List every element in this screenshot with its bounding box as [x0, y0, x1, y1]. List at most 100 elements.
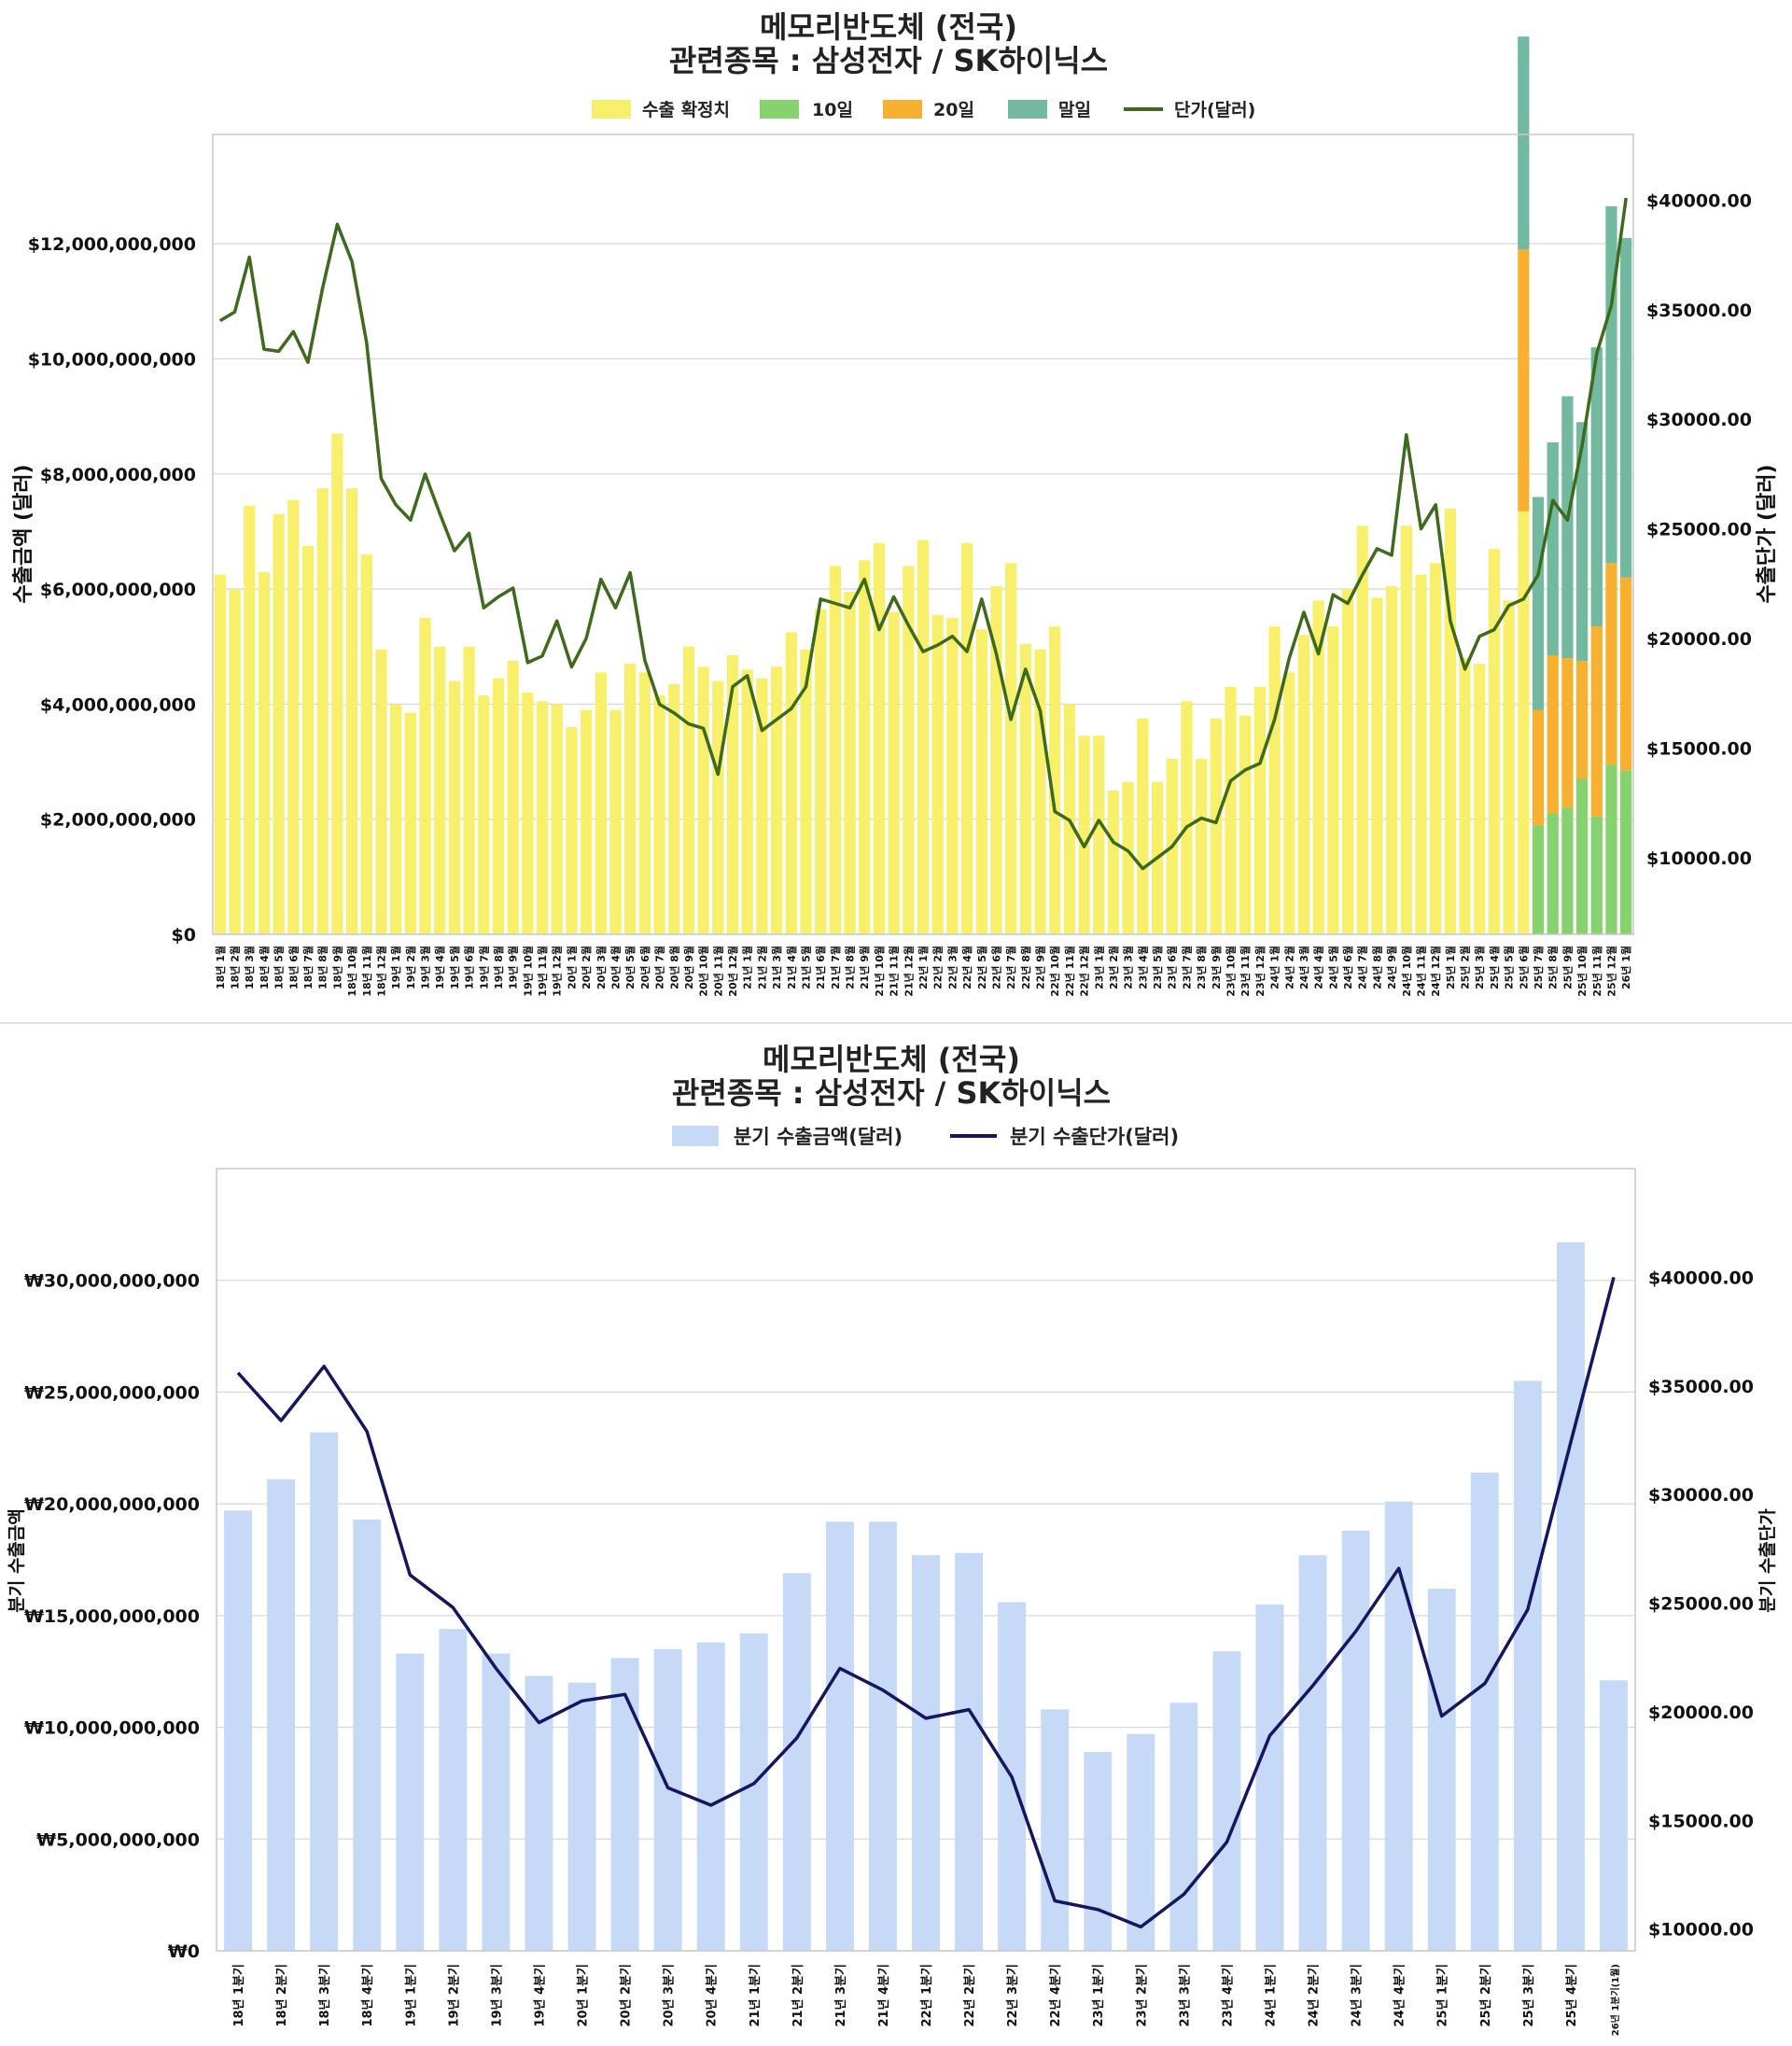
x-tick-label: 23년 8월 [1195, 946, 1208, 989]
chart1-title: 메모리반도체 (전국) [760, 9, 1017, 45]
bar-confirmed [609, 709, 622, 934]
x-tick-label: 25년 1분기 [1436, 1964, 1450, 2027]
x-tick-label: 23년 10월 [1225, 946, 1238, 997]
x-tick-label: 19년 7월 [477, 946, 490, 989]
x-tick-label: 20년 8월 [667, 946, 680, 989]
bar-confirmed [1518, 511, 1530, 934]
x-tick-label: 22년 3월 [945, 946, 959, 989]
x-tick-label: 21년 3분기 [834, 1964, 848, 2027]
legend-label-quarter-amount: 분기 수출금액(달러) [734, 1126, 903, 1148]
x-tick-label: 25년 11월 [1590, 946, 1603, 997]
bar-confirmed [434, 646, 446, 934]
x-tick-label: 23년 4월 [1136, 946, 1149, 989]
x-tick-label: 25년 8월 [1547, 946, 1560, 989]
bar-20day [1561, 658, 1574, 808]
bar-10day [1547, 813, 1559, 934]
x-tick-label: 21년 1분기 [749, 1964, 763, 2027]
bar-confirmed [244, 505, 256, 934]
x-tick-label: 19년 1월 [389, 946, 402, 989]
legend-label-10day: 10일 [812, 100, 853, 120]
bar-20day [1547, 654, 1559, 814]
bar-quarter-amount [1600, 1680, 1628, 1951]
bar-confirmed [800, 649, 812, 934]
bar-confirmed [756, 678, 768, 934]
bar-confirmed [1488, 548, 1501, 934]
bar-quarter-amount [1127, 1733, 1155, 1951]
y2-tick-label: $20000.00 [1646, 629, 1752, 650]
bar-monthend [1561, 396, 1574, 659]
x-tick-label: 19년 1분기 [404, 1964, 418, 2027]
x-tick-label: 23년 7월 [1180, 946, 1193, 989]
x-tick-label: 23년 1월 [1092, 946, 1105, 989]
x-tick-label: 18년 8월 [316, 946, 329, 989]
x-tick-label: 23년 3월 [1122, 946, 1135, 989]
bar-confirmed [287, 499, 300, 934]
y2-tick-label: $25000.00 [1646, 520, 1752, 540]
bar-10day [1620, 770, 1632, 934]
bar-confirmed [682, 646, 695, 934]
legend-swatch-monthend [1008, 100, 1047, 119]
bar-confirmed [1312, 600, 1324, 934]
legend-swatch-confirmed [592, 100, 631, 119]
bar-confirmed [551, 704, 563, 934]
x-tick-label: 23년 9월 [1210, 946, 1223, 989]
bar-confirmed [1297, 635, 1310, 934]
x-tick-label: 20년 6월 [638, 946, 651, 989]
bar-20day [1532, 709, 1545, 825]
x-tick-label: 22년 1월 [917, 946, 930, 989]
legend-label-confirmed: 수출 확정치 [642, 99, 730, 120]
legend-label-20day: 20일 [933, 100, 974, 120]
x-tick-label: 24년 1분기 [1265, 1964, 1279, 2027]
x-tick-label: 21년 4분기 [877, 1964, 891, 2027]
bar-confirmed [1400, 526, 1412, 934]
x-tick-label: 22년 8월 [1019, 946, 1032, 989]
x-tick-label: 22년 11월 [1063, 946, 1076, 997]
chart1-y2-axis-label: 수출단가 (달러) [1756, 464, 1779, 603]
y-tick-label: $0 [172, 925, 196, 946]
y2-tick-label: $40000.00 [1646, 190, 1752, 211]
chart1-plot-frame [212, 133, 1634, 935]
y2-tick-label: $30000.00 [1646, 410, 1752, 430]
chart1-left-axis: $0 $2,000,000,000 $4,000,000,000 $6,000,000… [28, 234, 196, 946]
chart1-subtitle: 관련종목 : 삼성전자 / SK하이닉스 [669, 43, 1108, 78]
bar-confirmed [1503, 600, 1515, 934]
x-tick-label: 25년 4분기 [1565, 1964, 1579, 2027]
x-tick-label: 22년 6월 [990, 946, 1003, 989]
x-tick-label: 21년 7월 [829, 946, 842, 989]
x-tick-label: 22년 7월 [1004, 946, 1017, 989]
y2-tick-label: $15000.00 [1646, 738, 1752, 759]
bar-confirmed [903, 566, 915, 934]
x-tick-label: 22년 3분기 [1006, 1964, 1020, 2027]
chart2-bars [224, 1242, 1628, 1951]
bar-confirmed [1019, 643, 1031, 934]
x-tick-label: 20년 9월 [682, 946, 695, 989]
bar-confirmed [1356, 526, 1368, 934]
bar-quarter-amount [1427, 1589, 1456, 1951]
chart1-x-axis: 18년 1월 18년 2월 18년 3월 18년 4월 18년 5월 18년 6월 18년 … [214, 946, 1632, 997]
bar-confirmed [1005, 563, 1017, 934]
chart2-y-axis-label: 분기 수출금액 [7, 1508, 27, 1613]
x-tick-label: 24년 2월 [1282, 946, 1295, 989]
bar-confirmed [960, 542, 973, 934]
bar-quarter-amount [782, 1573, 811, 1951]
bar-confirmed [668, 683, 680, 934]
bar-quarter-amount [1298, 1555, 1327, 1951]
bar-quarter-amount [1470, 1472, 1499, 1951]
bar-confirmed [316, 488, 329, 934]
x-tick-label: 19년 4월 [433, 946, 446, 989]
bar-quarter-amount [610, 1658, 639, 1951]
bar-20day [1605, 563, 1617, 765]
x-tick-label: 20년 11월 [711, 946, 724, 997]
bar-20day [1620, 577, 1632, 771]
chart1-right-axis: $10000.00 $15000.00 $20000.00 $25000.00 $300… [1646, 190, 1752, 868]
bar-confirmed [478, 695, 490, 934]
x-tick-label: 23년 2분기 [1135, 1964, 1149, 2027]
x-tick-label: 20년 10월 [697, 946, 710, 997]
x-tick-label: 22년 9월 [1034, 946, 1047, 989]
bar-confirmed [815, 609, 827, 934]
bar-confirmed [770, 666, 783, 934]
chart2-subtitle: 관련종목 : 삼성전자 / SK하이닉스 [672, 1075, 1111, 1111]
x-tick-label: 21년 6월 [814, 946, 827, 989]
bar-confirmed [1459, 658, 1471, 934]
bar-20day [1575, 661, 1589, 779]
